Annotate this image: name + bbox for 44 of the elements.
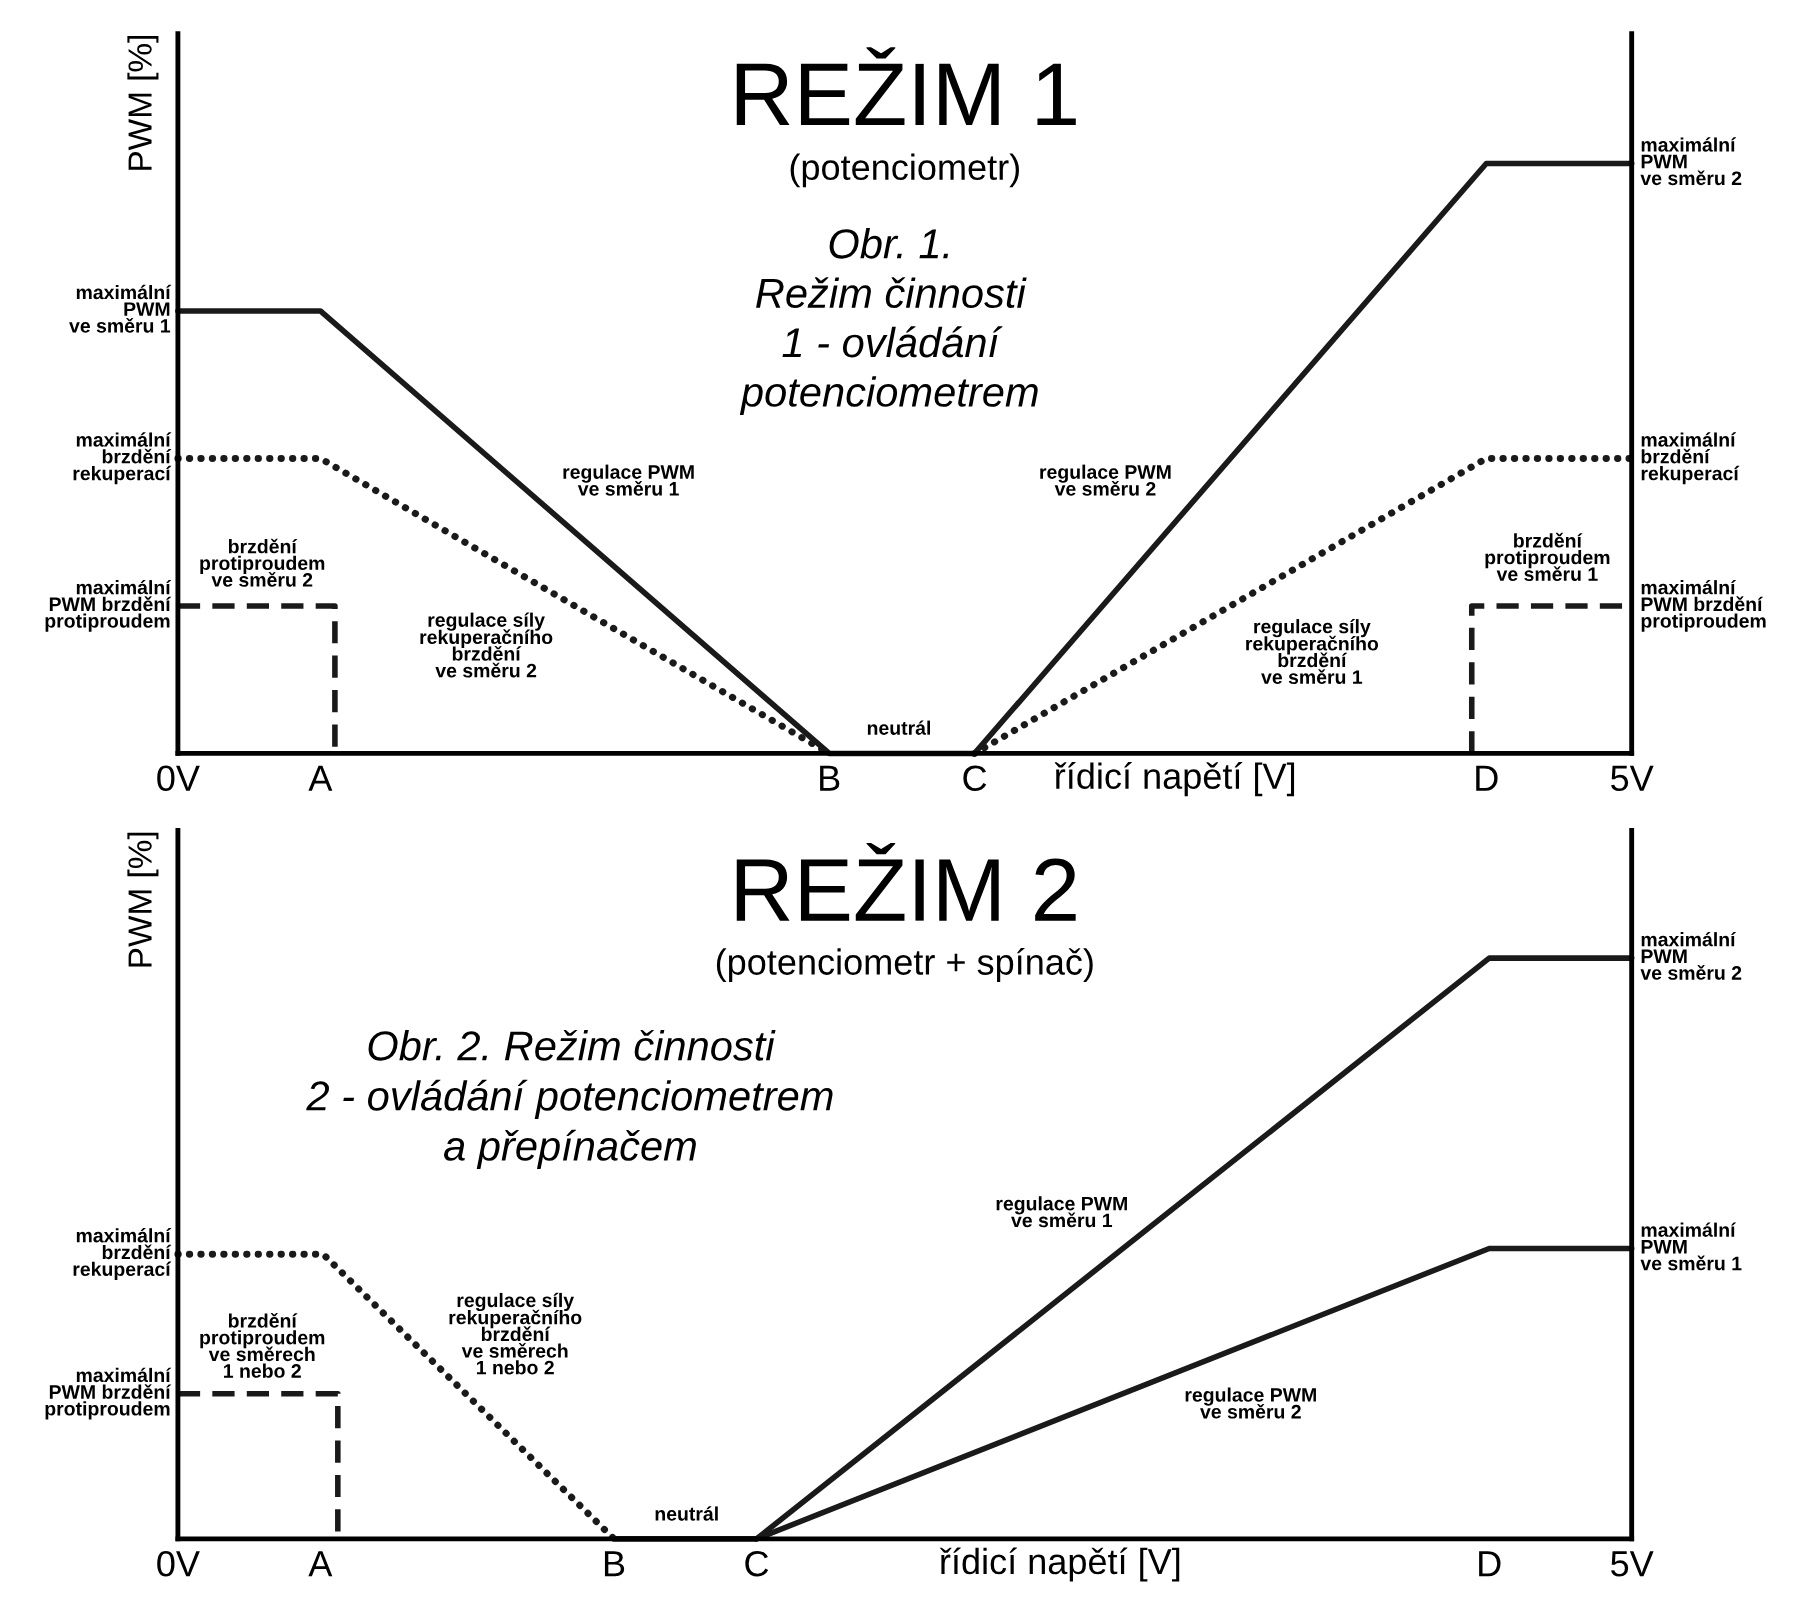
annotation: regulace PWM ve směru 1 bbox=[996, 1196, 1127, 1228]
annotation: Obr. 2. Režim činnosti 2 - ovládání potenciometrem a přepínačem bbox=[306, 1029, 833, 1170]
text: maximální PWM ve směru 2 bbox=[1640, 931, 1742, 980]
annotation: brzdění protiproudem ve směru 1 bbox=[1485, 532, 1610, 582]
text: maximální PWM ve směru 2 bbox=[1640, 137, 1742, 186]
x-tick-label: 5V bbox=[1611, 765, 1654, 792]
text: maximální PWM brzdění protiproudem bbox=[1641, 579, 1766, 632]
annotation: regulace síly rekuperačního brzdění ve směru 1 bbox=[1246, 618, 1379, 684]
annotation: brzdění protiproudem ve směrech 1 nebo 2 bbox=[200, 1313, 325, 1378]
annotation: regulace PWM ve směru 2 bbox=[1185, 1387, 1316, 1419]
x-tick-label: A bbox=[308, 1551, 333, 1577]
text: maximální PWM brzdění protiproudem bbox=[45, 579, 172, 632]
text: maximální PWM ve směru 1 bbox=[1640, 1222, 1742, 1271]
x-tick-label: 0V bbox=[157, 1550, 200, 1577]
annotation: Obr. 1. Režim činnosti 1 - ovládání potenciometrem bbox=[739, 228, 1038, 416]
y-axis-title: PWM [%] bbox=[127, 832, 159, 967]
x-tick-label: A bbox=[308, 765, 333, 791]
x-tick-label: D bbox=[1476, 765, 1498, 791]
annotation: neutrál bbox=[867, 720, 931, 735]
text: maximální brzdění rekuperací bbox=[73, 432, 172, 485]
x-axis-title: řídicí napětí [V] bbox=[1054, 762, 1295, 797]
text: maximální PWM brzdění protiproudem bbox=[45, 1367, 172, 1420]
x-tick-label: C bbox=[745, 1550, 769, 1577]
x-tick-label: D bbox=[1479, 1551, 1501, 1577]
chart-subtitle: (potenciometr + spínač) bbox=[716, 947, 1093, 983]
text: maximální brzdění rekuperací bbox=[73, 1228, 172, 1280]
chart-title: REŽIM 1 bbox=[736, 47, 1076, 126]
annotation: regulace PWM ve směru 1 bbox=[563, 464, 694, 496]
annotation: brzdění protiproudem ve směru 2 bbox=[200, 538, 325, 587]
annotation: regulace síly rekuperačního brzdění ve směrech 1 nebo 2 bbox=[449, 1292, 582, 1375]
x-tick-label: 0V bbox=[157, 765, 200, 792]
y-axis-title: PWM [%] bbox=[127, 36, 159, 170]
annotation: neutrál bbox=[655, 1506, 718, 1521]
x-tick-label: B bbox=[604, 1551, 625, 1577]
x-axis-title: řídicí napětí [V] bbox=[939, 1547, 1180, 1582]
annotation: regulace síly rekuperačního brzdění ve směru 2 bbox=[420, 612, 553, 678]
chart-subtitle: (potenciometr) bbox=[790, 153, 1019, 188]
text: maximální PWM ve směru 1 bbox=[69, 284, 172, 333]
annotation: regulace PWM ve směru 2 bbox=[1040, 464, 1171, 496]
x-tick-label: B bbox=[820, 765, 840, 791]
chart-title: REŽIM 2 bbox=[736, 842, 1076, 921]
x-tick-label: C bbox=[963, 765, 987, 792]
text: maximální brzdění rekuperací bbox=[1641, 432, 1740, 485]
x-tick-label: 5V bbox=[1611, 1551, 1654, 1577]
